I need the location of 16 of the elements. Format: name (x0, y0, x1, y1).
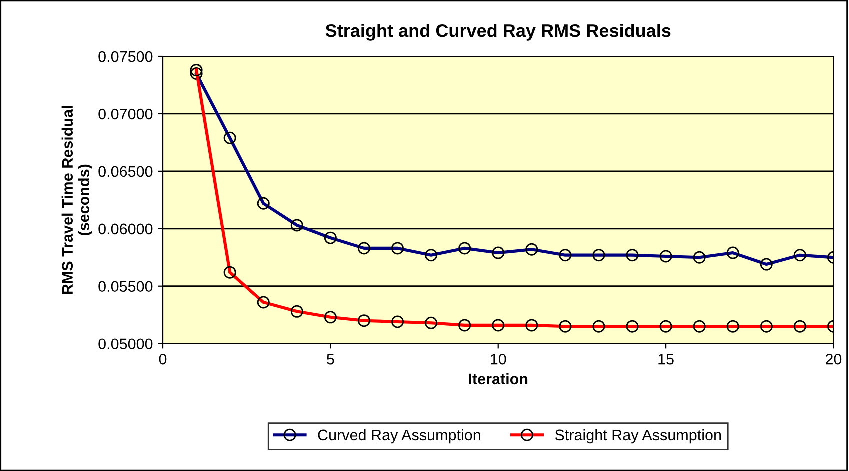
legend-label: Curved Ray Assumption (318, 429, 480, 444)
y-axis-title: RMS Travel Time Residual (seconds) (62, 106, 93, 294)
legend-label: Straight Ray Assumption (555, 429, 722, 444)
x-tick-label: 5 (327, 354, 334, 365)
y-tick-label: 0.06000 (98, 224, 153, 235)
x-tick-label: 15 (658, 354, 674, 365)
x-axis-title: Iteration (469, 373, 528, 385)
y-tick-label: 0.05000 (98, 338, 153, 350)
y-tick-label: 0.07500 (98, 51, 153, 62)
x-tick-label: 0 (159, 354, 167, 365)
y-tick-label: 0.05500 (98, 281, 153, 292)
chart-title: Straight and Curved Ray RMS Residuals (326, 24, 671, 41)
y-tick-label: 0.06500 (98, 166, 153, 178)
x-tick-label: 20 (826, 354, 842, 365)
x-tick-label: 10 (491, 354, 506, 365)
y-tick-label: 0.07000 (98, 108, 153, 120)
